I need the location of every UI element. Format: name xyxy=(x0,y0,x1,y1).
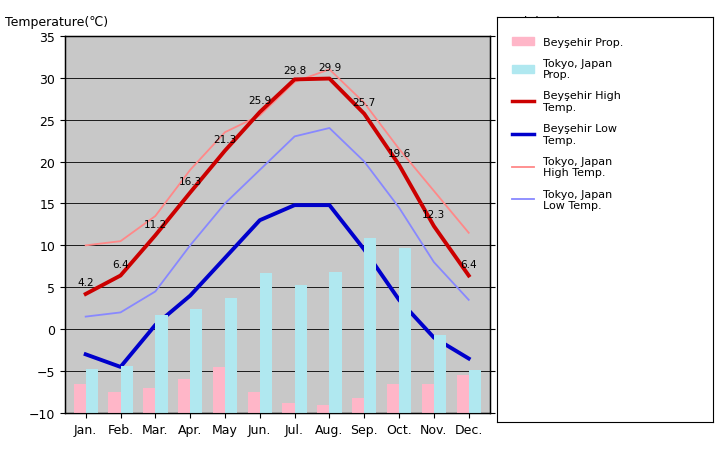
Text: Precipitation（mm）: Precipitation（mm） xyxy=(498,16,616,29)
Text: 29.9: 29.9 xyxy=(318,63,341,73)
Legend: Beyşehir Prop., Tokyo, Japan
Prop., Beyşehir High
Temp., Beyşehir Low
Temp., Tok: Beyşehir Prop., Tokyo, Japan Prop., Beyş… xyxy=(507,32,629,216)
Bar xyxy=(86,369,98,413)
Text: 25.9: 25.9 xyxy=(248,96,271,106)
Text: 25.7: 25.7 xyxy=(353,98,376,108)
Bar xyxy=(120,366,132,413)
Bar xyxy=(387,384,399,413)
Bar xyxy=(294,285,307,413)
Bar xyxy=(422,384,434,413)
Bar xyxy=(248,392,260,413)
Bar xyxy=(364,238,377,413)
Bar xyxy=(213,367,225,413)
Bar xyxy=(178,380,190,413)
Bar xyxy=(330,273,341,413)
Bar xyxy=(282,403,294,413)
Text: 4.2: 4.2 xyxy=(77,278,94,288)
Bar xyxy=(456,375,469,413)
Bar xyxy=(156,315,168,413)
Text: 6.4: 6.4 xyxy=(460,259,477,269)
Text: 29.8: 29.8 xyxy=(283,66,306,76)
Bar xyxy=(73,384,86,413)
Bar xyxy=(399,248,411,413)
Text: 16.3: 16.3 xyxy=(179,176,202,186)
Bar xyxy=(190,309,202,413)
Text: 21.3: 21.3 xyxy=(213,134,237,145)
Bar xyxy=(260,274,272,413)
Text: 19.6: 19.6 xyxy=(387,149,410,159)
Text: 12.3: 12.3 xyxy=(422,210,446,220)
Bar xyxy=(318,405,330,413)
Text: 11.2: 11.2 xyxy=(144,219,167,229)
Bar xyxy=(469,370,481,413)
Bar xyxy=(143,388,156,413)
Bar xyxy=(434,336,446,413)
Bar xyxy=(225,298,237,413)
Text: 6.4: 6.4 xyxy=(112,259,129,269)
Bar xyxy=(352,398,364,413)
Text: Temperature(℃): Temperature(℃) xyxy=(5,16,109,29)
Bar xyxy=(108,392,120,413)
